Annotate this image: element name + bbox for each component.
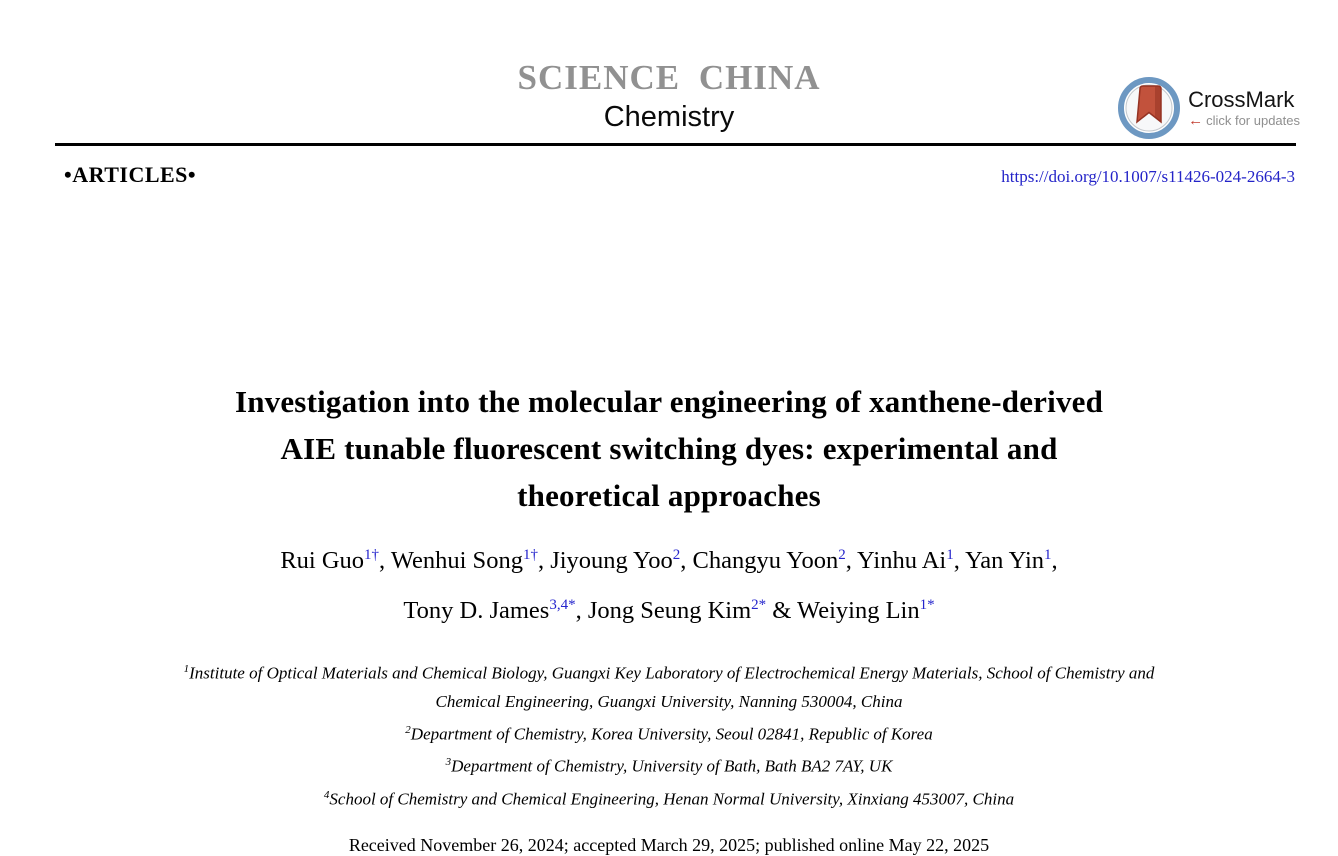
author-name: Jiyoung Yoo bbox=[550, 546, 673, 574]
author-superscript: 2 bbox=[672, 546, 681, 563]
affiliation-superscript: 1 bbox=[183, 662, 190, 675]
header-rule bbox=[55, 142, 1296, 146]
author-separator: , bbox=[953, 546, 966, 574]
author-line: Rui Guo1†, Wenhui Song1†, Jiyoung Yoo2, … bbox=[0, 533, 1338, 583]
title-line: theoretical approaches bbox=[517, 477, 821, 513]
title-block: Investigation into the molecular enginee… bbox=[0, 378, 1338, 856]
article-type-band: •ARTICLES• https://doi.org/10.1007/s1142… bbox=[64, 162, 1295, 188]
author-superscript: 3,4* bbox=[549, 596, 576, 613]
crossmark-tagline-text: click for updates bbox=[1206, 113, 1300, 129]
affiliation-list: 1Institute of Optical Materials and Chem… bbox=[149, 655, 1189, 814]
affiliation-item: 3Department of Chemistry, University of … bbox=[149, 748, 1189, 781]
author-superscript: 1 bbox=[1044, 546, 1052, 563]
journal-subtitle: Chemistry bbox=[603, 100, 735, 133]
author-separator: , bbox=[379, 546, 391, 574]
left-arrow-icon: ← bbox=[1188, 112, 1204, 130]
author-name: Yinhu Ai bbox=[857, 546, 947, 574]
crossmark-tagline: ← click for updates bbox=[1188, 113, 1300, 128]
author-superscript: 2 bbox=[838, 546, 846, 563]
affiliation-item: 1Institute of Optical Materials and Chem… bbox=[149, 655, 1189, 716]
affiliation-text: Institute of Optical Materials and Chemi… bbox=[189, 663, 1155, 711]
doi-link[interactable]: https://doi.org/10.1007/s11426-024-2664-… bbox=[1001, 166, 1295, 186]
author-name: Yan Yin bbox=[965, 546, 1045, 574]
author-name: Wenhui Song bbox=[390, 546, 523, 574]
affiliation-superscript: 4 bbox=[323, 788, 330, 801]
affiliation-text: School of Chemistry and Chemical Enginee… bbox=[329, 789, 1015, 809]
author-separator: , bbox=[845, 546, 858, 574]
journal-masthead: SCIENCE CHINA Chemistry CrossMark ← clic… bbox=[0, 0, 1338, 139]
affiliation-item: 4School of Chemistry and Chemical Engine… bbox=[149, 781, 1189, 814]
author-separator: , bbox=[680, 546, 693, 574]
author-list: Rui Guo1†, Wenhui Song1†, Jiyoung Yoo2, … bbox=[0, 533, 1338, 633]
crossmark-badge[interactable]: CrossMark ← click for updates bbox=[1117, 76, 1300, 140]
author-name: Tony D. James bbox=[403, 596, 550, 624]
title-line: Investigation into the molecular enginee… bbox=[234, 383, 1104, 419]
journal-name: SCIENCE CHINA bbox=[517, 58, 821, 97]
author-name: Jong Seung Kim bbox=[587, 596, 752, 624]
author-superscript: 1* bbox=[919, 596, 935, 613]
author-line: Tony D. James3,4*, Jong Seung Kim2* & We… bbox=[0, 583, 1338, 633]
author-separator: , bbox=[537, 546, 551, 574]
author-superscript: 1† bbox=[364, 546, 380, 563]
crossmark-label: CrossMark bbox=[1188, 86, 1295, 112]
author-separator: & bbox=[766, 596, 798, 624]
author-separator: , bbox=[575, 596, 588, 624]
title-line: AIE tunable fluorescent switching dyes: … bbox=[280, 430, 1058, 466]
affiliation-text: Department of Chemistry, University of B… bbox=[451, 756, 893, 776]
author-superscript: 1† bbox=[522, 546, 538, 563]
author-name: Weiying Lin bbox=[797, 596, 920, 624]
author-separator: , bbox=[1051, 546, 1058, 574]
affiliation-item: 2Department of Chemistry, Korea Universi… bbox=[149, 716, 1189, 749]
affiliation-superscript: 2 bbox=[405, 723, 411, 736]
article-dates: Received November 26, 2024; accepted Mar… bbox=[348, 835, 990, 856]
section-label: •ARTICLES• bbox=[64, 161, 197, 187]
affiliation-text: Department of Chemistry, Korea Universit… bbox=[410, 724, 933, 744]
crossmark-text: CrossMark ← click for updates bbox=[1188, 86, 1300, 128]
author-name: Changyu Yoon bbox=[692, 546, 839, 574]
author-superscript: 1 bbox=[946, 546, 954, 563]
crossmark-icon bbox=[1118, 77, 1181, 139]
affiliation-superscript: 3 bbox=[445, 756, 452, 769]
article-title: Investigation into the molecular enginee… bbox=[0, 378, 1338, 519]
author-superscript: 2* bbox=[751, 596, 767, 613]
author-name: Rui Guo bbox=[280, 546, 365, 574]
